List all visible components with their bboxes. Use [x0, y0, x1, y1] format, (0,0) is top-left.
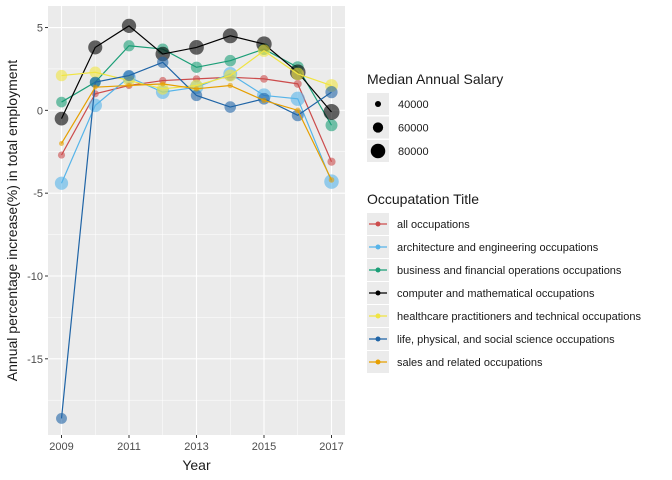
data-point: [55, 69, 68, 82]
data-point: [189, 40, 204, 55]
series-6: [59, 81, 335, 183]
color-legend-dot: [375, 221, 381, 227]
data-point: [57, 151, 66, 159]
data-point: [325, 86, 338, 99]
data-point: [193, 86, 200, 92]
data-point: [224, 101, 237, 113]
data-point: [54, 111, 69, 126]
x-tick-label: 2009: [49, 441, 73, 453]
y-tick-label: -10: [27, 271, 43, 283]
size-legend-dot: [372, 122, 384, 133]
data-point: [325, 119, 338, 132]
color-legend-label: healthcare practitioners and technical o…: [397, 311, 641, 323]
size-legend-dot: [370, 143, 386, 159]
color-legend-dot: [375, 313, 381, 319]
data-point: [123, 40, 135, 52]
data-point: [224, 54, 237, 67]
data-point: [227, 82, 233, 89]
color-legend-label: sales and related occupations: [397, 357, 543, 369]
size-legend-label: 40000: [398, 99, 429, 111]
data-point: [155, 46, 171, 62]
data-point: [323, 104, 340, 121]
data-point: [160, 81, 166, 87]
data-point: [291, 109, 304, 122]
color-legend-dot: [375, 359, 381, 365]
x-tick-label: 2011: [117, 441, 141, 453]
data-point: [222, 28, 238, 44]
data-point: [56, 96, 67, 108]
data-point: [54, 176, 69, 190]
data-point: [123, 70, 135, 82]
y-tick-label: 0: [37, 105, 43, 117]
data-point: [89, 66, 102, 79]
y-tick-label: -15: [27, 354, 43, 366]
data-point: [293, 79, 302, 88]
color-legend-title: Occupatation Title: [367, 191, 479, 207]
data-point: [126, 83, 132, 89]
color-legend-dot: [375, 336, 381, 342]
data-point: [121, 18, 137, 34]
data-point: [88, 98, 102, 113]
color-legend-dot: [375, 267, 381, 273]
data-point: [190, 89, 203, 102]
x-tick-label: 2017: [319, 441, 343, 453]
data-point: [190, 61, 203, 73]
series-0: [57, 73, 336, 166]
size-legend: 40000 60000 80000: [367, 93, 429, 162]
data-point: [56, 412, 67, 424]
data-point: [328, 177, 335, 183]
size-legend-dot: [374, 100, 382, 108]
y-axis-title: Annual percentage increase(%) in total e…: [4, 60, 20, 382]
series-layer: [54, 18, 340, 424]
size-legend-label: 60000: [398, 123, 429, 135]
data-point: [156, 82, 169, 95]
y-tick-label: 5: [37, 23, 43, 35]
color-legend: all occupations architecture and engineer…: [367, 213, 641, 373]
data-point: [260, 75, 268, 83]
color-legend-label: computer and mathematical occupations: [397, 288, 595, 300]
color-legend-label: life, physical, and social science occup…: [397, 334, 615, 346]
data-point: [92, 84, 98, 90]
color-legend-label: all occupations: [397, 219, 470, 231]
color-legend-label: architecture and engineering occupations: [397, 242, 599, 254]
data-point: [291, 67, 305, 81]
series-5: [56, 56, 338, 424]
data-point: [327, 157, 336, 166]
data-point: [157, 56, 169, 68]
data-point: [224, 69, 237, 82]
data-point: [257, 44, 271, 57]
color-legend-dot: [375, 244, 381, 250]
data-point: [294, 107, 301, 114]
y-tick-label: -5: [33, 188, 43, 200]
data-point: [290, 91, 305, 106]
color-legend-dot: [375, 290, 381, 296]
color-legend-label: business and financial operations occupa…: [397, 265, 622, 277]
axis-ticks: 2009 2011 2013 2015 2017 5 0 -5 -10 -15: [27, 23, 344, 453]
x-tick-label: 2013: [184, 441, 208, 453]
data-point: [89, 76, 101, 88]
x-tick-label: 2015: [252, 441, 276, 453]
x-axis-title: Year: [182, 457, 211, 473]
size-legend-title: Median Annual Salary: [367, 71, 503, 87]
data-point: [261, 97, 267, 104]
data-point: [88, 40, 103, 55]
data-point: [59, 140, 64, 146]
size-legend-label: 80000: [398, 146, 429, 158]
